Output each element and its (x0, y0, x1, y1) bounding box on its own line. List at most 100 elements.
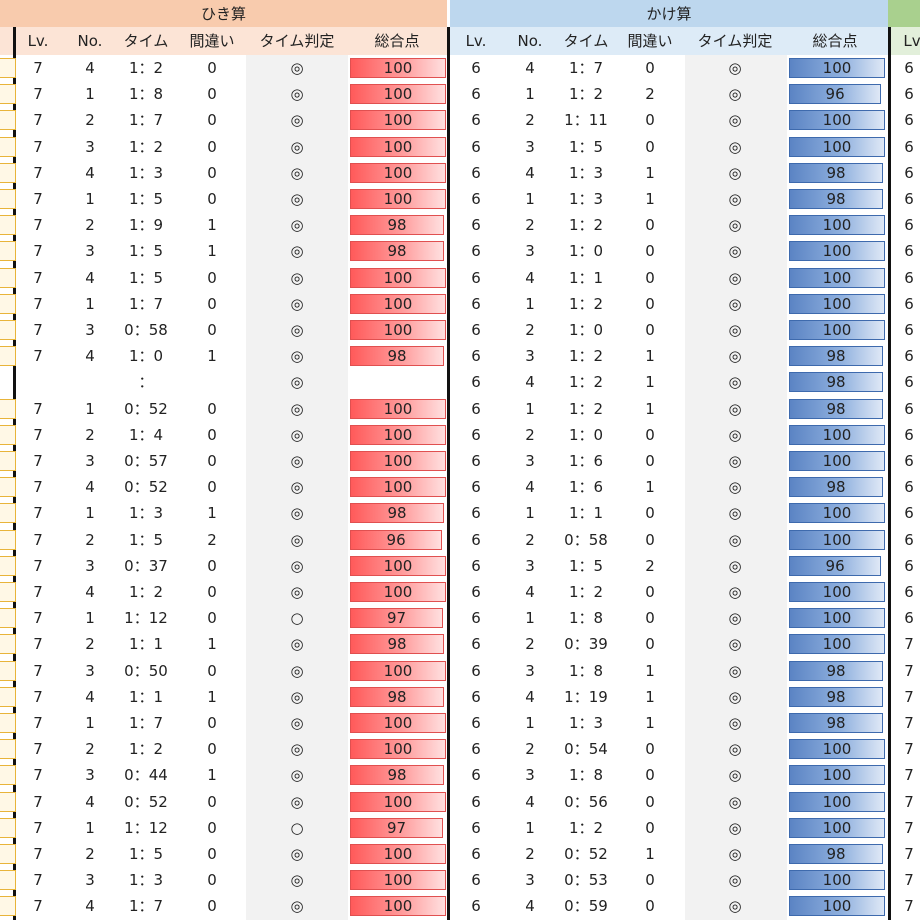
sub-total-bar: 100 (350, 398, 446, 419)
mul-cell-mistakes: 0 (645, 740, 655, 759)
sub-total-bar: 100 (350, 424, 446, 445)
sub-cell-no: 1 (85, 504, 95, 523)
mul-cell-mistakes: 0 (645, 59, 655, 77)
mul-cell-no: 1 (525, 504, 535, 523)
mul-cell-lv: 6 (471, 740, 481, 759)
mul-cell-mistakes: 1 (645, 163, 655, 182)
sub-cell-time-judge: ◎ (290, 661, 304, 680)
mul-cell-no: 3 (525, 347, 535, 366)
sub-cell-no: 3 (85, 556, 95, 575)
mul-total-bar: 100 (789, 817, 885, 838)
mul-cell-time: 1：2 (568, 85, 604, 104)
left-divider (13, 27, 16, 920)
sub-cell-no: 1 (85, 294, 95, 313)
sub-cell-mistakes: 0 (207, 137, 217, 156)
sub-cell-time-judge: ◎ (290, 163, 304, 182)
mul-total-bar: 100 (789, 215, 885, 236)
sub-cell-mistakes: 0 (207, 111, 217, 130)
mul-cell-lv: 6 (471, 399, 481, 418)
sub-cell-lv: 7 (33, 294, 43, 313)
mul-cell-time-judge: ◎ (728, 583, 742, 601)
mul-total-bar: 98 (789, 189, 884, 209)
mul-cell-mistakes: 1 (645, 478, 655, 497)
sub-total-bar: 100 (350, 739, 446, 760)
mul-cell-time-judge: ◎ (728, 661, 742, 680)
sub-cell-time-judge: ◎ (290, 687, 304, 706)
sub-total-bar: 97 (350, 817, 444, 838)
mul-cell-no: 1 (525, 818, 535, 837)
sub-total-bar: 100 (350, 189, 446, 209)
sub-cell-no: 3 (85, 452, 95, 470)
right-edge-cell: 6 (904, 530, 914, 549)
sub-cell-time-judge: ◎ (290, 242, 304, 261)
mul-cell-time-judge: ◎ (728, 425, 742, 444)
mul-total-bar: 100 (789, 503, 885, 524)
mul-total-bar: 98 (789, 398, 884, 419)
sub-cell-time: 1：5 (128, 268, 164, 287)
sub-cell-mistakes: 1 (207, 242, 217, 261)
mul-cell-lv: 6 (471, 425, 481, 444)
left-edge-cell (0, 896, 16, 917)
mul-cell-mistakes: 0 (645, 294, 655, 313)
mul-cell-lv: 6 (471, 163, 481, 182)
mul-cell-lv: 6 (471, 530, 481, 549)
sub-cell-time-judge: ◎ (290, 504, 304, 523)
mul-cell-no: 3 (525, 766, 535, 785)
mul-cell-lv: 6 (471, 661, 481, 680)
mul-cell-time-judge: ◎ (728, 818, 742, 837)
left-edge-cell (0, 58, 16, 78)
sub-cell-lv: 7 (33, 583, 43, 601)
mul-cell-time: 0：58 (564, 530, 608, 549)
mul-total-bar: 100 (789, 608, 885, 629)
sub-total-bar: 98 (350, 215, 445, 236)
mul-cell-mistakes: 0 (645, 530, 655, 549)
mul-cell-time: 1：2 (568, 216, 604, 235)
sub-cell-no: 4 (85, 687, 95, 706)
right-edge-cell: 7 (904, 635, 914, 654)
right-edge-cell: 6 (904, 347, 914, 366)
mul-cell-time-judge: ◎ (728, 85, 742, 104)
mul-total-bar: 96 (789, 84, 882, 105)
sub-cell-mistakes: 0 (207, 556, 217, 575)
sub-cell-time-judge: ◎ (290, 347, 304, 366)
sub-cell-no: 1 (85, 714, 95, 732)
sub-cell-lv: 7 (33, 609, 43, 628)
sub-total-bar: 100 (350, 293, 446, 314)
mul-total-bar: 98 (789, 713, 884, 733)
sub-cell-no: 2 (85, 111, 95, 130)
sub-cell-mistakes: 1 (207, 687, 217, 706)
mul-cell-time: 1：0 (568, 425, 604, 444)
left-edge-cell (0, 608, 16, 629)
mul-total-bar: 98 (789, 372, 884, 393)
mul-cell-lv: 6 (471, 59, 481, 77)
sub-cell-time-judge: ◎ (290, 478, 304, 497)
mul-cell-no: 2 (525, 216, 535, 235)
left-edge-cell (0, 346, 16, 367)
mul-cell-lv: 6 (471, 792, 481, 811)
mul-cell-no: 1 (525, 399, 535, 418)
mul-cell-time-judge: ◎ (728, 792, 742, 811)
mul-cell-time: 1：6 (568, 452, 604, 470)
sub-total-bar: 100 (350, 110, 446, 131)
mul-total-bar: 100 (789, 267, 885, 288)
sub-cell-time-judge: ◎ (290, 897, 304, 916)
sub-cell-lv: 7 (33, 818, 43, 837)
sub-cell-time-judge: ◎ (290, 740, 304, 759)
sub-cell-time-judge: ◎ (290, 216, 304, 235)
mul-cell-no: 3 (525, 556, 535, 575)
mul-cell-lv: 6 (471, 871, 481, 890)
mul-cell-no: 4 (525, 897, 535, 916)
sub-cell-time: 1：1 (128, 687, 164, 706)
sub-cell-mistakes: 0 (207, 740, 217, 759)
mul-cell-mistakes: 1 (645, 347, 655, 366)
mul-cell-lv: 6 (471, 373, 481, 392)
sub-cell-mistakes: 0 (207, 294, 217, 313)
left-edge-cell (0, 503, 16, 524)
right-edge-cell: 6 (904, 583, 914, 601)
sub-cell-lv: 7 (33, 347, 43, 366)
sub-total-bar: 100 (350, 660, 446, 681)
mul-cell-lv: 6 (471, 687, 481, 706)
sub-cell-mistakes: 0 (207, 871, 217, 890)
sub-cell-mistakes: 1 (207, 766, 217, 785)
mul-cell-time-judge: ◎ (728, 190, 742, 208)
